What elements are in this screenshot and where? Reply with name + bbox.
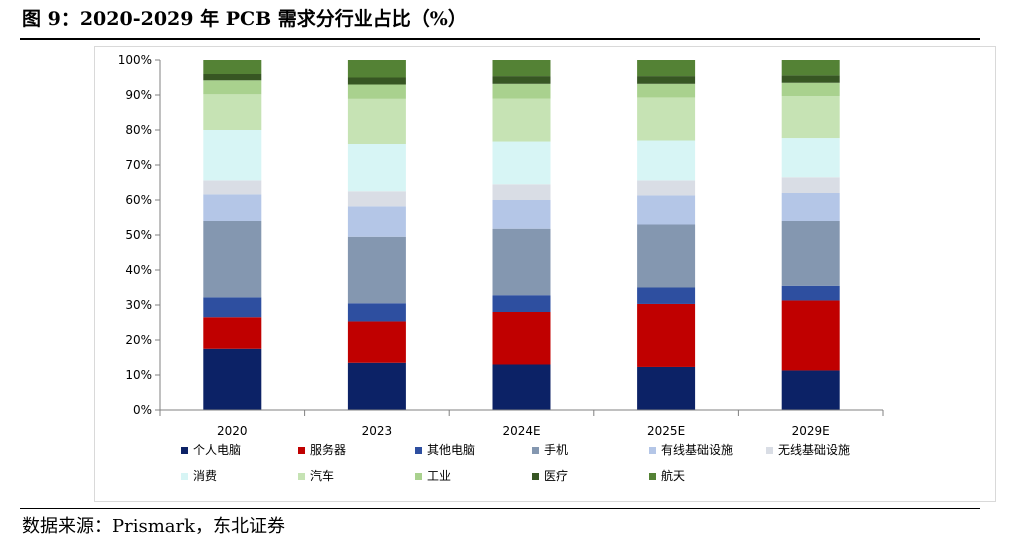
title-rule	[20, 38, 980, 40]
bar-segment	[781, 285, 840, 301]
bar-segment	[492, 200, 551, 229]
bar-segment	[781, 370, 840, 410]
bar-segment	[347, 77, 406, 85]
legend-label: 其他电脑	[427, 443, 475, 457]
bar-segment	[203, 348, 262, 410]
bar-segment	[347, 206, 406, 237]
legend-swatch	[415, 447, 422, 454]
bar-segment	[492, 228, 551, 296]
legend-swatch	[649, 473, 656, 480]
bar-segment	[203, 94, 262, 130]
legend-label: 医疗	[544, 469, 568, 483]
bar-segment	[637, 287, 696, 304]
bar-segment	[637, 366, 696, 410]
bar-segment	[203, 130, 262, 181]
legend-swatch	[298, 447, 305, 454]
bar-segment	[203, 297, 262, 318]
bar-segment	[347, 236, 406, 304]
bar-segment	[492, 312, 551, 365]
y-tick-label: 10%	[125, 368, 152, 382]
legend-swatch	[181, 473, 188, 480]
x-tick-label: 2024E	[502, 424, 540, 438]
legend-label: 航天	[661, 468, 685, 483]
legend-swatch	[181, 447, 188, 454]
bar-segment	[203, 74, 262, 81]
bar-segment	[347, 60, 406, 78]
x-tick-label: 2020	[217, 424, 248, 438]
bar-segment	[781, 300, 840, 371]
bar-segment	[347, 98, 406, 144]
bar-segment	[781, 193, 840, 221]
bar-segment	[203, 60, 262, 74]
bar-segment	[637, 60, 696, 77]
y-tick-label: 100%	[118, 53, 152, 67]
bar-segment	[637, 76, 696, 84]
source-note: 数据来源：Prismark，东北证券	[22, 516, 286, 537]
bar-segment	[492, 76, 551, 84]
legend-swatch	[649, 447, 656, 454]
y-tick-label: 70%	[125, 158, 152, 172]
y-tick-label: 30%	[125, 298, 152, 312]
bar-segment	[637, 97, 696, 141]
bar-segment	[203, 80, 262, 95]
bar-segment	[492, 60, 551, 77]
bar-segment	[781, 138, 840, 178]
bar-segment	[347, 191, 406, 207]
legend-label: 手机	[544, 443, 568, 457]
legend-label: 消费	[193, 469, 217, 483]
bar-segment	[492, 141, 551, 185]
legend-swatch	[766, 447, 773, 454]
y-tick-label: 0%	[133, 403, 152, 417]
y-tick-label: 90%	[125, 88, 152, 102]
bar-segment	[203, 194, 262, 221]
y-tick-label: 60%	[125, 193, 152, 207]
legend-swatch	[298, 473, 305, 480]
chart-frame	[94, 46, 996, 502]
figure-title: 图 9：2020-2029 年 PCB 需求分行业占比（%）	[22, 8, 467, 30]
bar-segment	[637, 303, 696, 367]
y-tick-label: 20%	[125, 333, 152, 347]
y-tick-label: 40%	[125, 263, 152, 277]
bar-segment	[637, 140, 696, 181]
legend-label: 工业	[427, 469, 451, 483]
y-tick-label: 80%	[125, 123, 152, 137]
bar-segment	[347, 362, 406, 410]
legend-label: 服务器	[310, 442, 346, 457]
bar-segment	[347, 84, 406, 99]
legend-label: 个人电脑	[193, 443, 241, 457]
bar-segment	[203, 317, 262, 349]
bar-segment	[347, 321, 406, 363]
bar-segment	[637, 83, 696, 98]
y-tick-label: 50%	[125, 228, 152, 242]
bar-segment	[781, 75, 840, 83]
bar-segment	[637, 180, 696, 196]
bar-segment	[492, 83, 551, 99]
legend-label: 汽车	[310, 468, 334, 483]
x-tick-label: 2029E	[792, 424, 830, 438]
bar-segment	[203, 180, 262, 195]
x-tick-label: 2025E	[647, 424, 685, 438]
bar-segment	[347, 303, 406, 322]
bar-segment	[781, 82, 840, 97]
bar-segment	[781, 60, 840, 76]
bar-segment	[781, 221, 840, 286]
source-rule	[20, 508, 980, 509]
legend-swatch	[532, 473, 539, 480]
bar-segment	[781, 177, 840, 193]
bar-segment	[492, 98, 551, 142]
bar-segment	[203, 221, 262, 298]
bar-segment	[781, 96, 840, 139]
legend-swatch	[532, 447, 539, 454]
bar-segment	[492, 364, 551, 410]
bar-segment	[492, 184, 551, 200]
bar-segment	[347, 144, 406, 192]
bar-segment	[637, 195, 696, 225]
legend-label: 有线基础设施	[661, 443, 733, 457]
legend-label: 无线基础设施	[778, 443, 850, 457]
bar-segment	[492, 295, 551, 312]
x-tick-label: 2023	[362, 424, 393, 438]
bar-segment	[637, 224, 696, 288]
legend-swatch	[415, 473, 422, 480]
